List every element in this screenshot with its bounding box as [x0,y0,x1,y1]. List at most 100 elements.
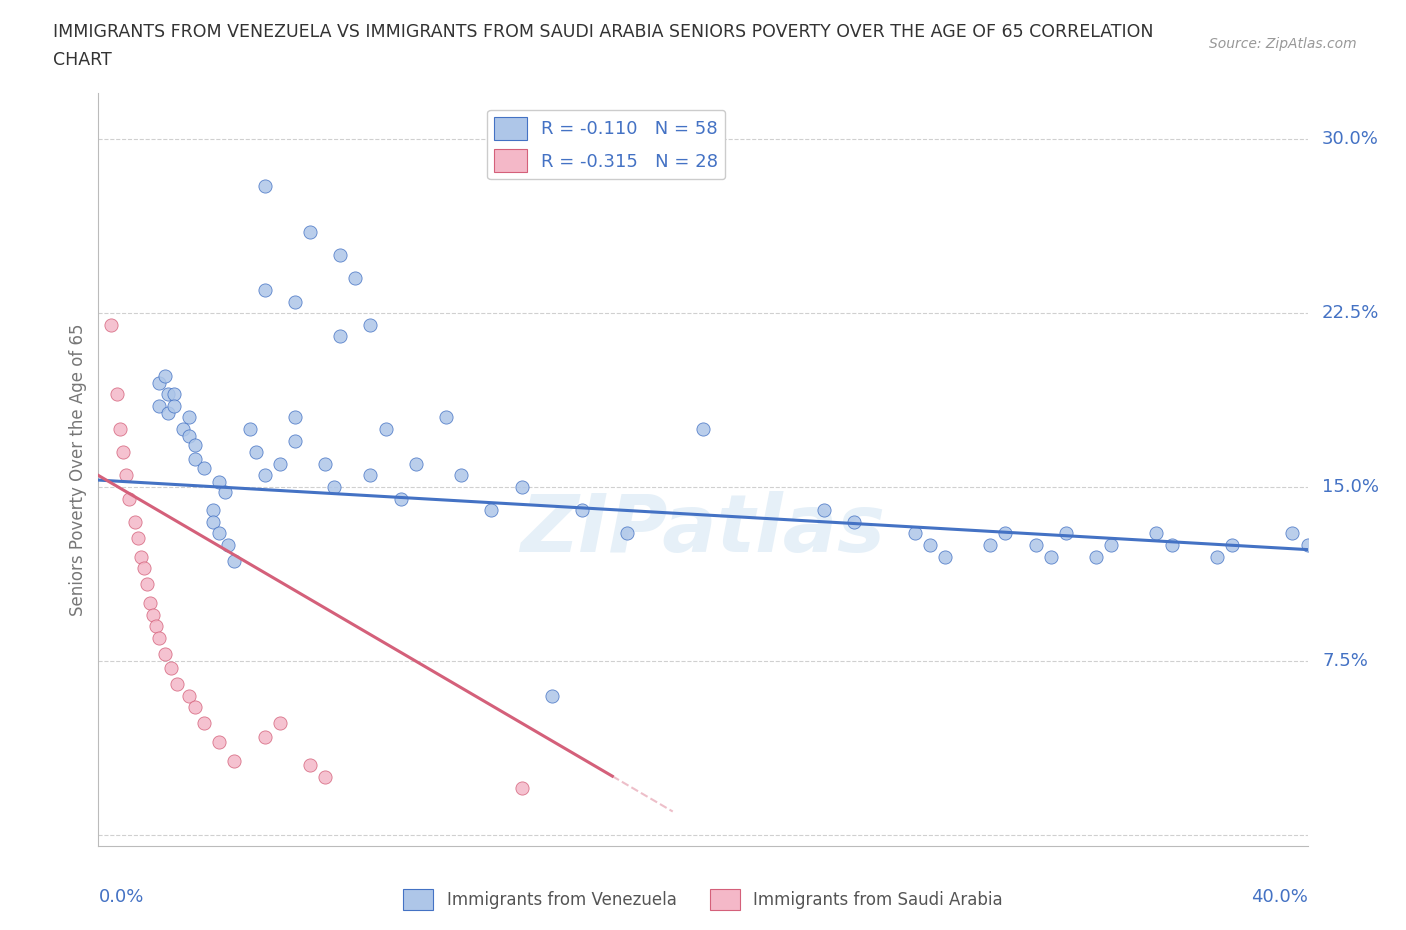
Point [148,631,170,645]
Y-axis label: Seniors Poverty Over the Age of 65: Seniors Poverty Over the Age of 65 [69,324,87,616]
Point [100,317,122,332]
Point [202,514,225,529]
Point [918,538,941,552]
Point [135,577,157,591]
Point [1099,538,1122,552]
Point [148,376,170,391]
Point [184,699,207,714]
Point [389,491,412,506]
Text: 30.0%: 30.0% [1322,130,1379,149]
Point [184,452,207,467]
Point [481,503,503,518]
Point [360,468,382,483]
Point [184,438,207,453]
Point [132,561,155,576]
Point [934,549,956,564]
Point [299,225,322,240]
Point [172,421,194,436]
Text: IMMIGRANTS FROM VENEZUELA VS IMMIGRANTS FROM SAUDI ARABIA SENIORS POVERTY OVER T: IMMIGRANTS FROM VENEZUELA VS IMMIGRANTS … [53,23,1154,41]
Point [208,735,231,750]
Text: 7.5%: 7.5% [1322,652,1368,670]
Point [314,769,336,784]
Point [692,421,714,436]
Point [284,294,307,309]
Point [239,421,262,436]
Point [813,503,835,518]
Text: ZIPatlas: ZIPatlas [520,491,886,569]
Point [163,387,186,402]
Point [1085,549,1108,564]
Text: 15.0%: 15.0% [1322,478,1379,496]
Point [434,410,457,425]
Point [1220,538,1243,552]
Legend: Immigrants from Venezuela, Immigrants from Saudi Arabia: Immigrants from Venezuela, Immigrants fr… [396,883,1010,917]
Point [163,398,186,413]
Point [323,480,346,495]
Point [284,433,307,448]
Point [269,457,291,472]
Point [253,283,276,298]
Point [214,485,236,499]
Text: 22.5%: 22.5% [1322,304,1379,322]
Point [510,781,533,796]
Point [360,317,382,332]
Point [224,553,246,568]
Point [129,549,152,564]
Point [904,526,927,541]
Point [111,445,134,459]
Point [329,329,352,344]
Point [253,179,276,193]
Point [540,688,562,703]
Point [166,677,188,692]
Point [156,405,179,420]
Point [450,468,472,483]
Text: 40.0%: 40.0% [1251,888,1308,906]
Text: CHART: CHART [53,51,112,69]
Point [405,457,427,472]
Point [329,247,352,262]
Point [374,421,396,436]
Point [1160,538,1182,552]
Point [979,538,1001,552]
Point [153,646,176,661]
Point [108,421,131,436]
Point [208,526,231,541]
Point [127,531,149,546]
Point [193,461,215,476]
Point [179,410,201,425]
Point [156,387,179,402]
Point [1024,538,1046,552]
Point [208,475,231,490]
Point [124,514,146,529]
Point [179,429,201,444]
Point [571,503,593,518]
Point [153,368,176,383]
Text: Source: ZipAtlas.com: Source: ZipAtlas.com [1209,37,1357,51]
Legend: R = -0.110   N = 58, R = -0.315   N = 28: R = -0.110 N = 58, R = -0.315 N = 28 [486,110,725,179]
Point [142,607,165,622]
Point [253,730,276,745]
Point [202,503,225,518]
Point [118,491,141,506]
Point [245,445,267,459]
Point [616,526,638,541]
Point [145,618,167,633]
Point [1296,538,1319,552]
Point [844,514,866,529]
Point [160,660,183,675]
Point [253,468,276,483]
Point [217,538,239,552]
Point [1144,526,1167,541]
Point [994,526,1017,541]
Point [344,271,367,286]
Point [1206,549,1229,564]
Text: 0.0%: 0.0% [98,888,143,906]
Point [114,468,136,483]
Point [1054,526,1077,541]
Point [193,716,215,731]
Point [1039,549,1062,564]
Point [299,758,322,773]
Point [284,410,307,425]
Point [314,457,336,472]
Point [269,716,291,731]
